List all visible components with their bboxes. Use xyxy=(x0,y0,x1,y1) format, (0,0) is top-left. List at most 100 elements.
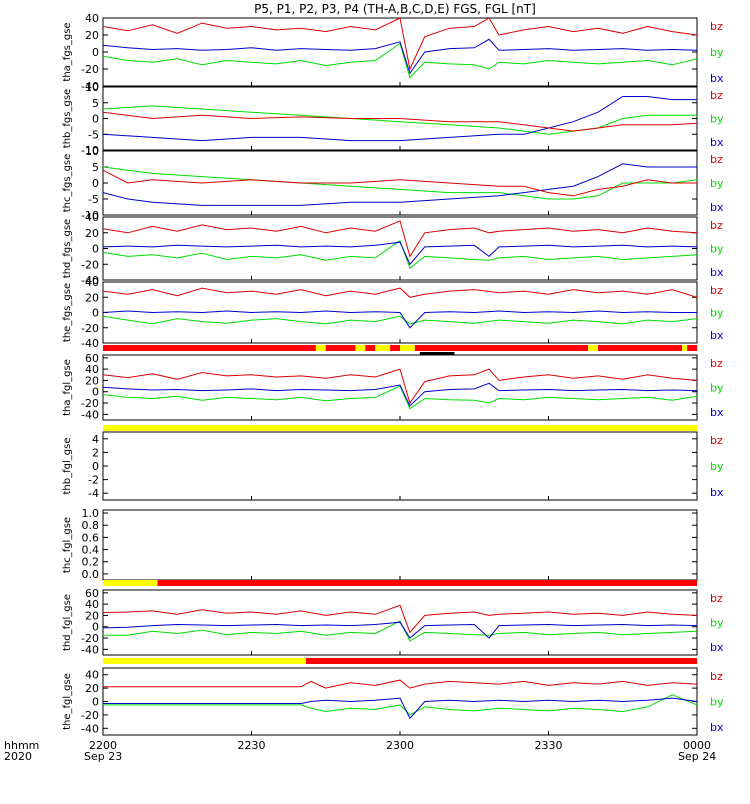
series-line-by xyxy=(103,239,697,270)
legend-bz: bz xyxy=(710,670,723,683)
mode-bar-segment-red xyxy=(414,345,589,351)
y-tick-label: 0.8 xyxy=(82,519,100,532)
y-tick-label: -40 xyxy=(81,722,99,735)
legend-bz: bz xyxy=(710,284,723,297)
legend-by: by xyxy=(710,696,724,709)
year-label: 2020 xyxy=(4,750,32,763)
y-tick-label: 0 xyxy=(92,386,99,399)
y-tick-label: 60 xyxy=(85,587,99,600)
y-tick-label: 0 xyxy=(92,243,99,256)
mode-bar-segment-red xyxy=(687,345,697,351)
mode-bar-segment-red xyxy=(103,345,316,351)
series-line-by xyxy=(103,166,697,200)
mode-bars-group xyxy=(103,345,697,664)
legend-bz: bz xyxy=(710,357,723,370)
mode-bar-segment-red xyxy=(365,345,376,351)
legend-by: by xyxy=(710,382,724,395)
y-tick-label: 20 xyxy=(85,609,99,622)
y-tick-label: 0 xyxy=(92,460,99,473)
y-tick-label: 0.6 xyxy=(82,531,100,544)
hhmm-label: hhmm xyxy=(4,739,39,752)
y-tick-label: 0.2 xyxy=(82,556,100,569)
y-tick-label: -20 xyxy=(81,709,99,722)
y-tick-label: -40 xyxy=(81,337,99,350)
plot-title: P5, P1, P2, P3, P4 (TH-A,B,C,D,E) FGS, F… xyxy=(254,2,536,16)
legend-bx: bx xyxy=(710,72,724,85)
y-axis-label: tha_fgl_gse xyxy=(62,359,73,416)
series-line-bx xyxy=(103,163,697,206)
y-tick-label: 2 xyxy=(92,446,99,459)
series-line-bx xyxy=(103,621,697,639)
legend-bx: bx xyxy=(710,641,724,654)
y-tick-label: 60 xyxy=(85,352,99,365)
y-axis-label: thb_fgl_gse xyxy=(62,438,73,495)
legend-by: by xyxy=(710,307,724,320)
y-axis-label: tha_fgs_gse xyxy=(62,22,73,81)
date-right-label: Sep 24 xyxy=(678,750,716,763)
series-line-bz xyxy=(103,368,697,405)
mode-bar-segment-red xyxy=(157,580,697,586)
legend-bx: bx xyxy=(710,329,724,342)
mode-bar-segment-yellow xyxy=(315,345,326,351)
panel-tha_fgs_gse: 40 20 0 -20 -40 tha_fgs_gse bz by bx xyxy=(62,12,724,93)
panel-frame xyxy=(102,667,698,736)
y-axis-label: the_fgs_gse xyxy=(62,283,73,342)
legend-by: by xyxy=(710,460,724,473)
legend-bz: bz xyxy=(710,592,723,605)
panel-frame xyxy=(102,431,698,501)
y-tick-label: 1.0 xyxy=(82,507,100,520)
legend-by: by xyxy=(710,177,724,190)
y-tick-label: -20 xyxy=(81,632,99,645)
y-tick-label: 20 xyxy=(85,291,99,304)
series-line-bz xyxy=(103,111,697,132)
mode-bar-segment-yellow xyxy=(103,580,158,586)
panel-thc_fgs_gse: 10 5 0 -5 -10 thc_fgs_gse bz by bx xyxy=(62,145,724,222)
mode-bar-segment-red xyxy=(325,345,356,351)
mode-bar-segment-yellow xyxy=(103,658,306,664)
series-line-bz xyxy=(103,18,697,71)
x-tick-label: 0000 xyxy=(683,739,711,752)
panel-thb_fgs_gse: 10 5 0 -5 -10 thb_fgs_gse bz by bx xyxy=(62,81,724,157)
y-tick-label: 20 xyxy=(85,227,99,240)
y-tick-label: 0 xyxy=(92,696,99,709)
legend-bz: bz xyxy=(710,434,723,447)
series-line-bx xyxy=(103,310,697,329)
series-line-bx xyxy=(103,38,697,75)
legend-by: by xyxy=(710,243,724,256)
legend-bz: bz xyxy=(710,20,723,33)
series-line-by xyxy=(103,620,697,642)
y-tick-label: 40 xyxy=(85,276,99,289)
legend-bx: bx xyxy=(710,721,724,734)
legend-by: by xyxy=(710,617,724,630)
the-fgl-mode-bar xyxy=(103,658,697,664)
panel-thd_fgs_gse: 40 20 0 -20 -40 thd_fgs_gse bz by bx xyxy=(62,211,724,287)
mode-bar-segment-yellow xyxy=(375,345,391,351)
y-tick-label: 0 xyxy=(92,307,99,320)
mode-bar-segment-yellow xyxy=(400,345,415,351)
y-tick-label: -20 xyxy=(81,322,99,335)
series-line-by xyxy=(103,385,697,410)
y-tick-label: 4 xyxy=(92,433,99,446)
series-line-bx xyxy=(103,382,697,407)
series-line-bx xyxy=(103,241,697,266)
y-axis-label: thd_fgs_gse xyxy=(62,219,73,278)
y-tick-label: -2 xyxy=(88,474,99,487)
tha-fgl-mode-bar xyxy=(103,345,697,351)
y-tick-label: 10 xyxy=(85,81,99,94)
series-line-bz xyxy=(103,220,697,258)
series-line-by xyxy=(103,694,697,716)
series-line-bz xyxy=(103,169,697,197)
legend-bz: bz xyxy=(710,153,723,166)
y-tick-label: -5 xyxy=(88,128,99,141)
y-tick-label: 5 xyxy=(92,161,99,174)
y-tick-label: 10 xyxy=(85,145,99,158)
mode-bar-segment-red xyxy=(598,345,683,351)
series-line-by xyxy=(103,315,697,325)
y-tick-label: -20 xyxy=(81,397,99,410)
